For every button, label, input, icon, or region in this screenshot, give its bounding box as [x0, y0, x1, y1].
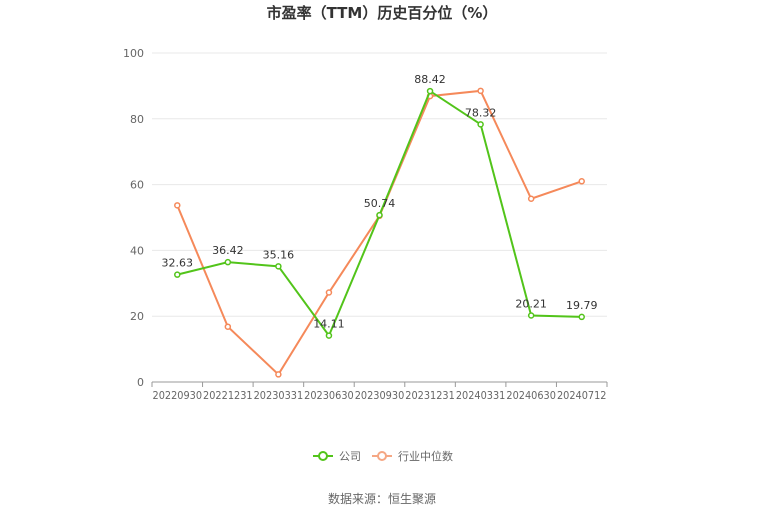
data-point	[174, 271, 181, 278]
x-tick-label: 20230930	[355, 389, 405, 402]
data-point	[224, 258, 232, 266]
x-tick-label: 20240331	[456, 389, 506, 402]
data-label: 36.42	[212, 244, 244, 257]
data-point	[174, 202, 181, 209]
data-point	[325, 332, 333, 339]
grid	[152, 52, 607, 317]
legend-label: 公司	[339, 450, 361, 463]
chart-title: 市盈率（TTM）历史百分位（%）	[267, 4, 498, 22]
legend-swatch-marker	[377, 451, 387, 461]
data-point	[426, 87, 434, 95]
x-tick-label: 20240630	[506, 389, 556, 402]
data-point	[527, 312, 535, 319]
x-tick-label: 20220930	[153, 389, 203, 402]
data-label: 14.11	[313, 318, 345, 331]
data-point	[275, 263, 282, 270]
data-point	[275, 371, 282, 378]
data-point	[325, 289, 333, 296]
data-point	[527, 195, 535, 202]
y-tick-label: 100	[123, 47, 144, 60]
y-tick-label: 0	[137, 376, 144, 389]
data-label: 20.21	[515, 298, 547, 311]
x-tick-label: 20230630	[304, 389, 354, 402]
data-point	[578, 313, 585, 321]
legend-item-company[interactable]: 公司	[313, 450, 361, 463]
legend-label: 行业中位数	[398, 449, 453, 463]
x-tick-label: 20231231	[405, 389, 455, 402]
data-label: 35.16	[263, 248, 295, 261]
data-label: 88.42	[414, 73, 446, 86]
x-axis: 20220930 20221231 20230331 20230630 20230930…	[151, 381, 608, 402]
data-point	[578, 178, 585, 185]
data-point	[477, 121, 484, 128]
y-tick-label: 40	[130, 244, 144, 257]
series-layer	[174, 87, 585, 378]
x-tick-label: 20221231	[203, 389, 253, 402]
data-label: 19.79	[566, 299, 598, 312]
x-tick-label: 20240712	[557, 389, 607, 402]
data-point	[376, 211, 383, 219]
source-note: 数据来源：恒生聚源	[328, 491, 436, 506]
data-label: 32.63	[162, 257, 194, 270]
data-label: 50.74	[364, 197, 396, 210]
series-line	[176, 89, 583, 377]
legend-swatch-marker	[318, 451, 328, 461]
legend-item-industry-median[interactable]: 行业中位数	[372, 449, 453, 463]
data-labels: 32.63 36.42 35.16 14.11 50.74 88.42 78.32 20.21…	[162, 73, 598, 330]
data-point	[224, 323, 232, 330]
y-axis: 0 20 40 60 80 100	[123, 47, 144, 389]
y-tick-label: 20	[130, 310, 144, 323]
data-label: 78.32	[465, 106, 497, 119]
y-tick-label: 80	[130, 113, 144, 126]
y-tick-label: 60	[130, 179, 144, 192]
data-point	[477, 87, 484, 95]
x-tick-label: 20230331	[254, 389, 304, 402]
legend: 公司 行业中位数	[313, 449, 453, 463]
